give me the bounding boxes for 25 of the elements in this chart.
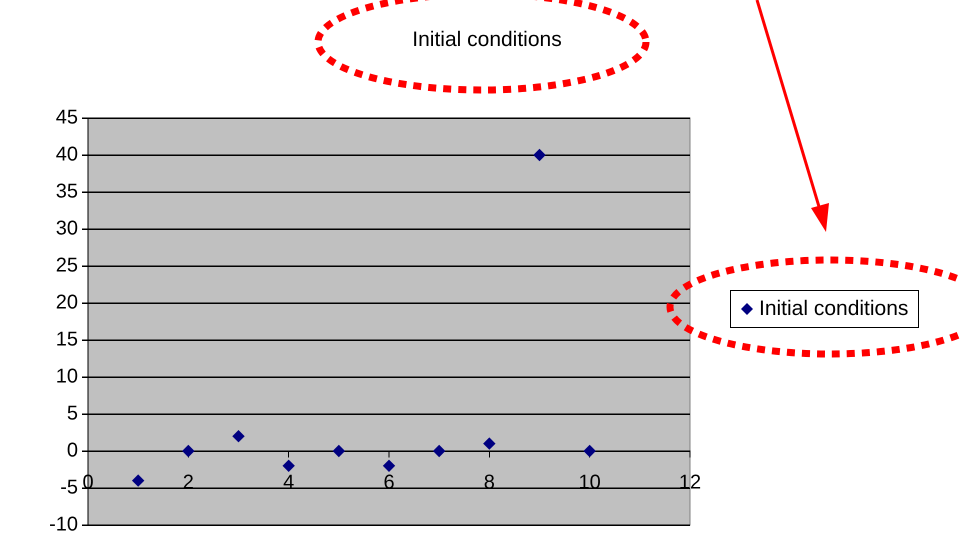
point [332, 445, 345, 457]
y-tick-label: 35 [56, 180, 78, 203]
y-tick-label: 20 [56, 292, 78, 314]
chart-title: Initial conditions [411, 28, 563, 52]
point [483, 438, 496, 450]
y-tick-label: 5 [66, 402, 78, 425]
point [182, 445, 194, 457]
legend-label: Initial conditions [759, 297, 908, 321]
y-tick-label: 30 [56, 218, 78, 240]
point [232, 430, 244, 442]
point [584, 445, 596, 457]
y-tick-label: 45 [56, 106, 78, 129]
point [383, 460, 395, 472]
y-tick-label: 25 [56, 254, 78, 277]
x-tick-label: 4 [283, 472, 294, 494]
point [132, 474, 144, 487]
y-tick-label: 15 [56, 328, 78, 351]
y-tick-label: 40 [56, 144, 78, 166]
point [534, 149, 546, 161]
point [282, 460, 295, 472]
y-tick-label: 0 [66, 440, 78, 462]
y-tick-label: 10 [56, 366, 78, 388]
y-tick-label: -10 [49, 514, 78, 536]
y-tick-label: -5 [60, 476, 78, 499]
point [433, 445, 446, 457]
